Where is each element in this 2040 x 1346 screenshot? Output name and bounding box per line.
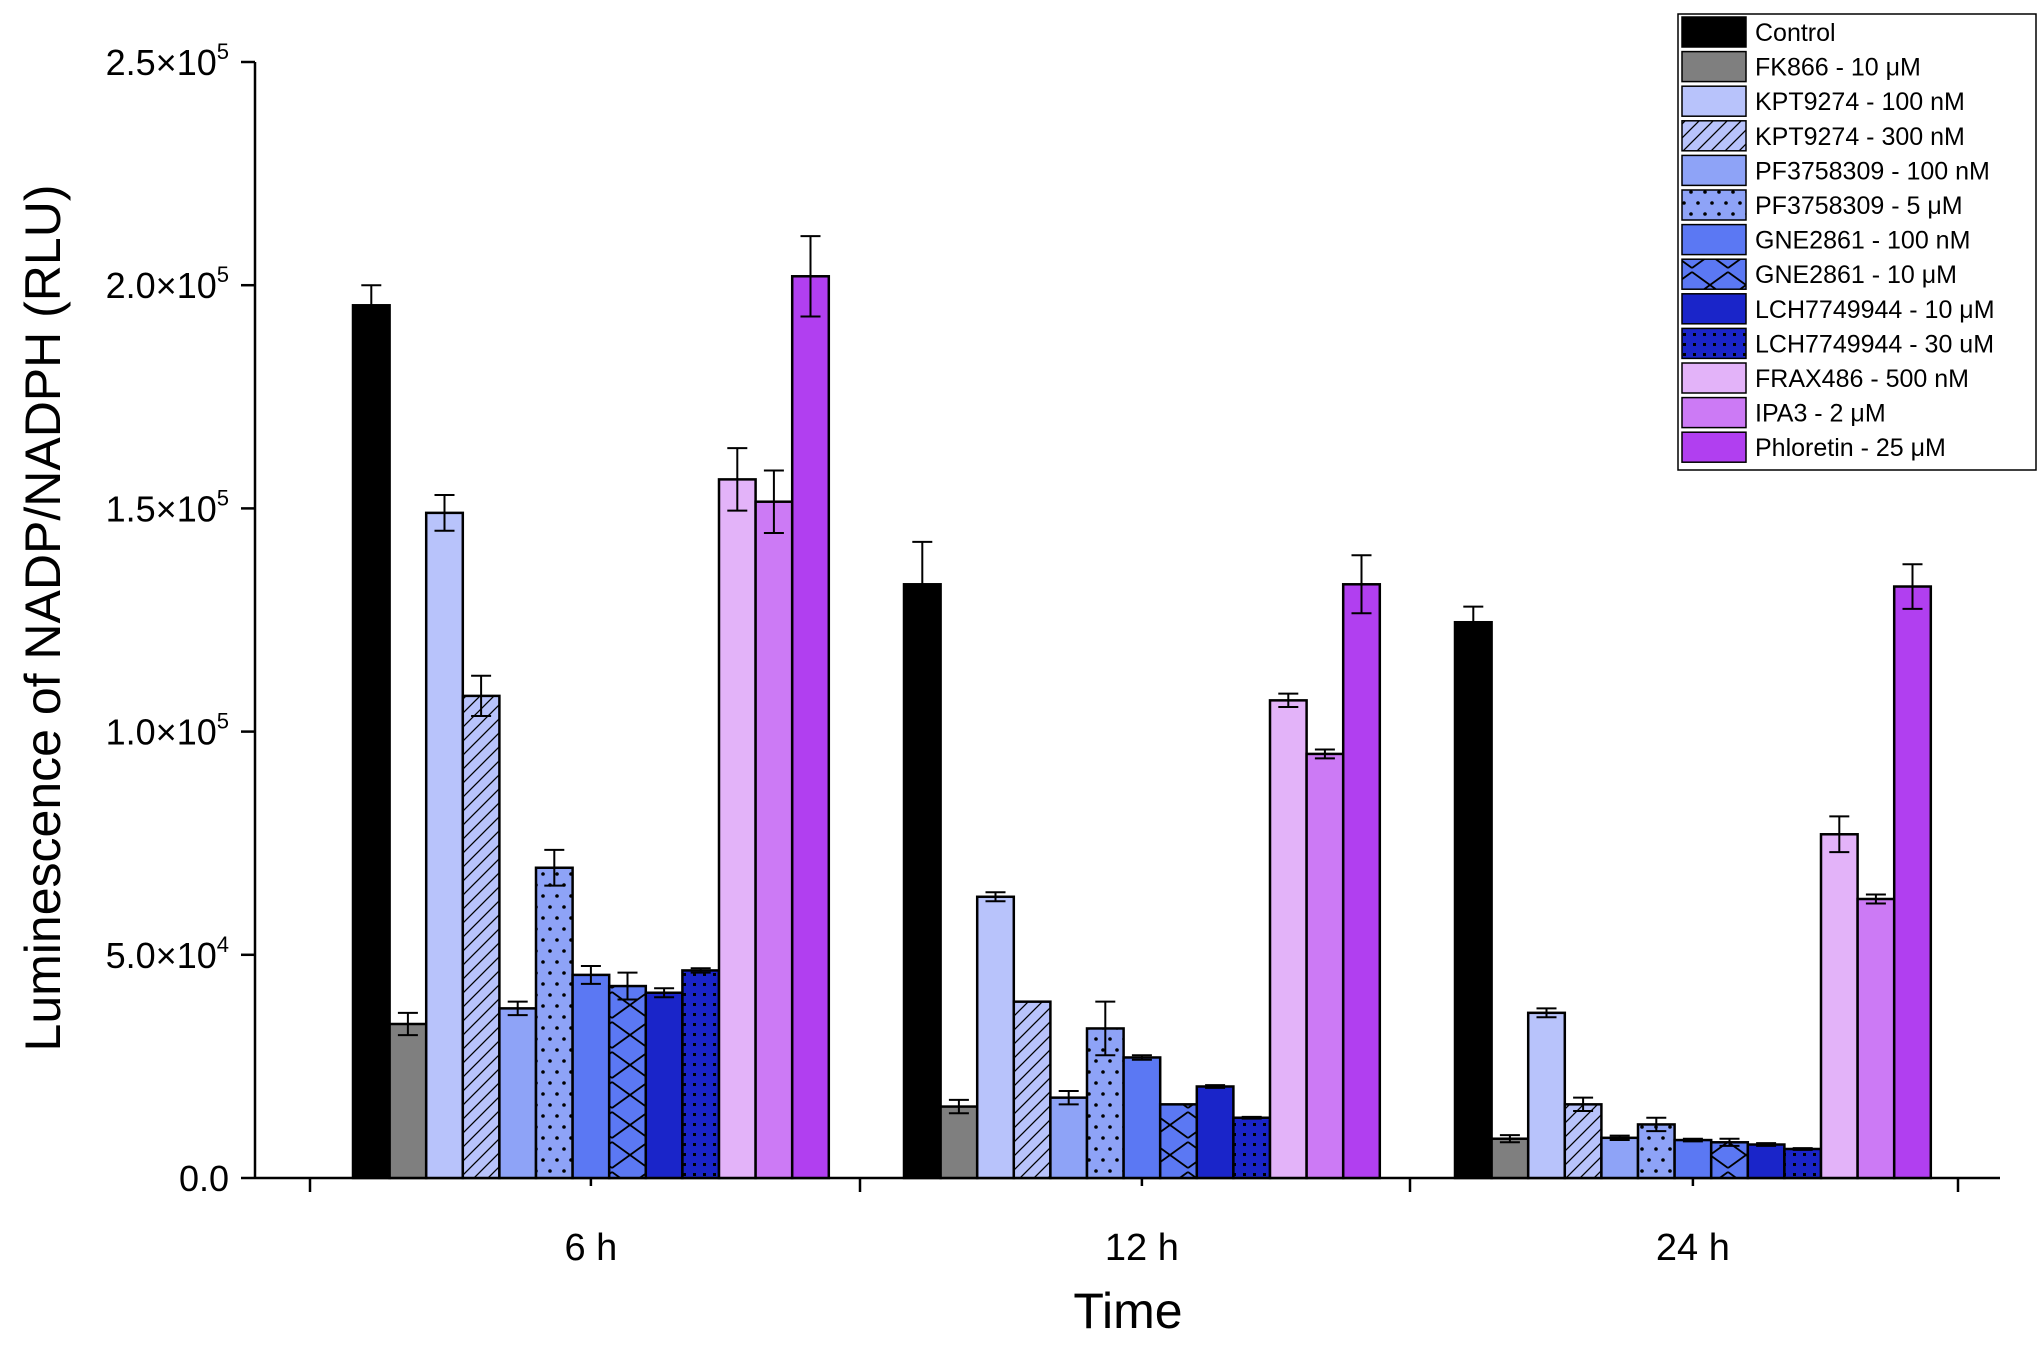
legend-label: FRAX486 - 500 nM bbox=[1755, 365, 1969, 393]
bar-kpt9274-300-nm-24h bbox=[1563, 1103, 1603, 1180]
legend-label: GNE2861 - 10 μM bbox=[1755, 261, 1957, 289]
bar-lch7749944-10-m-6h bbox=[644, 991, 684, 1180]
y-tick-label: 1.0×105 bbox=[106, 709, 229, 753]
bar-series-group bbox=[351, 275, 1933, 1180]
bar-kpt9274-300-nm-6h bbox=[461, 694, 501, 1180]
legend-swatch bbox=[1681, 50, 1747, 83]
x-category-label: 6 h bbox=[564, 1227, 617, 1269]
bar-control-12h bbox=[902, 583, 942, 1180]
legend-swatch bbox=[1681, 189, 1747, 221]
legend-swatch bbox=[1681, 85, 1747, 117]
bar-control-24h bbox=[1453, 620, 1493, 1180]
legend-label: KPT9274 - 300 nM bbox=[1755, 123, 1965, 151]
legend-swatch bbox=[1681, 362, 1747, 394]
x-axis-ticks: 6 h 12 h 24 h bbox=[308, 1178, 1960, 1269]
y-tick-mantissa: 2.5×10 bbox=[106, 42, 217, 83]
bar-kpt9274-100-nm-24h bbox=[1526, 1011, 1567, 1180]
legend-swatch bbox=[1681, 431, 1747, 463]
y-tick-label: 5.0×104 bbox=[106, 932, 229, 976]
bar-fk866-10-m-24h bbox=[1490, 1137, 1530, 1180]
legend-swatch bbox=[1681, 223, 1747, 256]
y-tick-mantissa: 2.0×10 bbox=[106, 265, 217, 306]
legend-label: Phloretin - 25 μM bbox=[1755, 434, 1946, 462]
bar-pf3758309-5-m-6h bbox=[534, 866, 574, 1180]
bar-lch7749944-30-um-6h bbox=[681, 969, 721, 1180]
bar-gne2861-10-m-24h bbox=[1709, 1141, 1750, 1180]
bar-fk866-10-m-6h bbox=[388, 1022, 428, 1180]
legend-label: PF3758309 - 5 μM bbox=[1755, 192, 1963, 220]
legend-label: GNE2861 - 100 nM bbox=[1755, 227, 1970, 255]
bar-gne2861-10-m-12h bbox=[1158, 1103, 1199, 1180]
legend-swatch bbox=[1681, 396, 1747, 429]
y-tick-label: 1.5×105 bbox=[106, 485, 229, 529]
error-bars-group bbox=[361, 235, 1923, 1151]
legend-label: LCH7749944 - 30 uM bbox=[1755, 330, 1994, 358]
bar-ipa3-2-m-6h bbox=[754, 500, 794, 1180]
y-tick-exponent: 5 bbox=[217, 485, 229, 510]
legend-label: PF3758309 - 100 nM bbox=[1755, 157, 1990, 185]
y-tick-label: 2.0×105 bbox=[106, 262, 229, 306]
legend-label: LCH7749944 - 10 μM bbox=[1755, 296, 1995, 324]
bar-pf3758309-100-nm-12h bbox=[1049, 1096, 1089, 1180]
bar-control-6h bbox=[351, 304, 391, 1180]
legend-label: KPT9274 - 100 nM bbox=[1755, 88, 1965, 116]
legend: Control FK866 - 10 μM KPT9274 - 100 nM KPT9… bbox=[1677, 13, 2037, 471]
y-axis-title: Luminescence of NADP/NADPH (RLU) bbox=[15, 185, 71, 1052]
bar-gne2861-100-nm-6h bbox=[571, 973, 611, 1180]
legend-swatch bbox=[1681, 154, 1747, 187]
bar-lch7749944-30-um-24h bbox=[1783, 1147, 1823, 1180]
y-tick-mantissa: 5.0×10 bbox=[106, 935, 217, 976]
y-tick-label: 2.5×105 bbox=[106, 39, 229, 83]
legend-swatch bbox=[1681, 258, 1747, 290]
x-category-label: 24 h bbox=[1656, 1227, 1730, 1269]
bar-frax486-500-nm-6h bbox=[717, 478, 757, 1180]
x-category-label: 12 h bbox=[1105, 1227, 1179, 1269]
bar-lch7749944-10-m-12h bbox=[1195, 1085, 1235, 1180]
bar-ipa3-2-m-24h bbox=[1856, 897, 1896, 1180]
legend-label: Control bbox=[1755, 19, 1836, 47]
bar-fk866-10-m-12h bbox=[939, 1105, 979, 1180]
y-tick-exponent: 5 bbox=[217, 39, 229, 64]
legend-swatch bbox=[1681, 120, 1747, 152]
y-tick-mantissa: 1.5×10 bbox=[106, 488, 217, 529]
bar-kpt9274-300-nm-12h bbox=[1012, 1000, 1052, 1180]
bar-phloretin-25-m-24h bbox=[1892, 585, 1933, 1180]
y-tick-label: 0.0 bbox=[179, 1158, 229, 1199]
legend-swatch bbox=[1681, 16, 1747, 48]
bar-frax486-500-nm-24h bbox=[1819, 833, 1859, 1180]
bar-kpt9274-100-nm-6h bbox=[424, 511, 465, 1180]
x-axis-title: Time bbox=[1073, 1283, 1182, 1339]
legend-label: IPA3 - 2 μM bbox=[1755, 400, 1886, 428]
bar-gne2861-100-nm-24h bbox=[1673, 1138, 1713, 1180]
bar-ipa3-2-m-12h bbox=[1305, 752, 1345, 1180]
bar-gne2861-100-nm-12h bbox=[1122, 1056, 1162, 1180]
y-tick-exponent: 5 bbox=[217, 262, 229, 287]
bar-lch7749944-10-m-24h bbox=[1746, 1143, 1786, 1180]
bar-pf3758309-100-nm-6h bbox=[498, 1007, 538, 1180]
legend-swatch bbox=[1681, 327, 1747, 360]
bar-phloretin-25-m-6h bbox=[790, 275, 831, 1180]
bar-pf3758309-5-m-24h bbox=[1636, 1123, 1676, 1180]
bar-phloretin-25-m-12h bbox=[1341, 583, 1382, 1180]
legend-label: FK866 - 10 μM bbox=[1755, 54, 1921, 82]
bar-lch7749944-30-um-12h bbox=[1232, 1116, 1272, 1180]
y-tick-exponent: 5 bbox=[217, 709, 229, 734]
bar-kpt9274-100-nm-12h bbox=[975, 895, 1016, 1180]
bar-gne2861-10-m-6h bbox=[607, 984, 648, 1180]
bar-frax486-500-nm-12h bbox=[1268, 699, 1308, 1180]
bar-pf3758309-100-nm-24h bbox=[1600, 1136, 1640, 1180]
y-tick-exponent: 4 bbox=[217, 932, 229, 957]
legend-swatch bbox=[1681, 293, 1747, 325]
y-tick-mantissa: 1.0×10 bbox=[106, 712, 217, 753]
